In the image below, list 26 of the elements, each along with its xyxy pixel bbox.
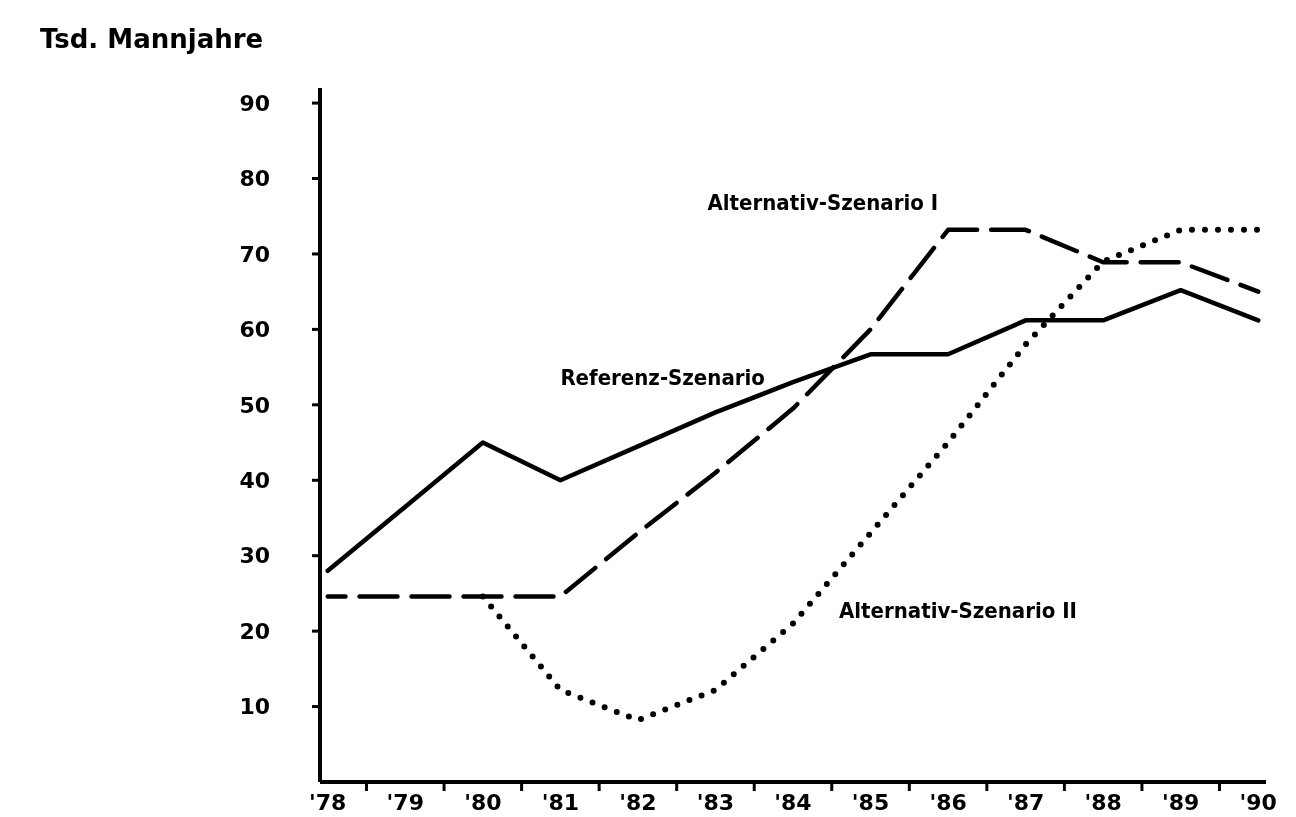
y-tick-label: 90 — [239, 90, 270, 116]
y-tick-label: 60 — [239, 317, 270, 343]
y-tick-label: 70 — [239, 241, 270, 267]
x-tick-label: '85 — [851, 790, 890, 815]
y-tick-label: 80 — [239, 166, 270, 192]
series-label: Referenz-Szenario — [560, 365, 765, 391]
y-tick-label: 20 — [239, 618, 270, 644]
x-tick-label: '88 — [1084, 790, 1122, 815]
y-tick-label: 40 — [239, 467, 270, 493]
y-axis-title: Tsd. Mannjahre — [40, 24, 264, 54]
x-tick-label: '79 — [386, 790, 424, 815]
x-tick-label: '87 — [1006, 790, 1045, 815]
x-tick-label: '82 — [619, 790, 657, 815]
x-tick-label: '81 — [541, 790, 580, 815]
series-label: Alternativ-Szenario II — [839, 597, 1077, 623]
series-label: Alternativ-Szenario I — [707, 189, 939, 215]
y-tick-label: 30 — [239, 543, 270, 569]
x-tick-label: '80 — [464, 790, 502, 815]
y-tick-label: 50 — [239, 392, 270, 418]
x-tick-label: '84 — [774, 790, 812, 815]
x-tick-label: '86 — [929, 790, 967, 815]
y-tick-label: 10 — [239, 694, 270, 720]
x-tick-label: '78 — [309, 790, 347, 815]
x-tick-label: '83 — [696, 790, 735, 815]
x-tick-label: '90 — [1239, 790, 1277, 815]
x-tick-label: '89 — [1162, 790, 1200, 815]
